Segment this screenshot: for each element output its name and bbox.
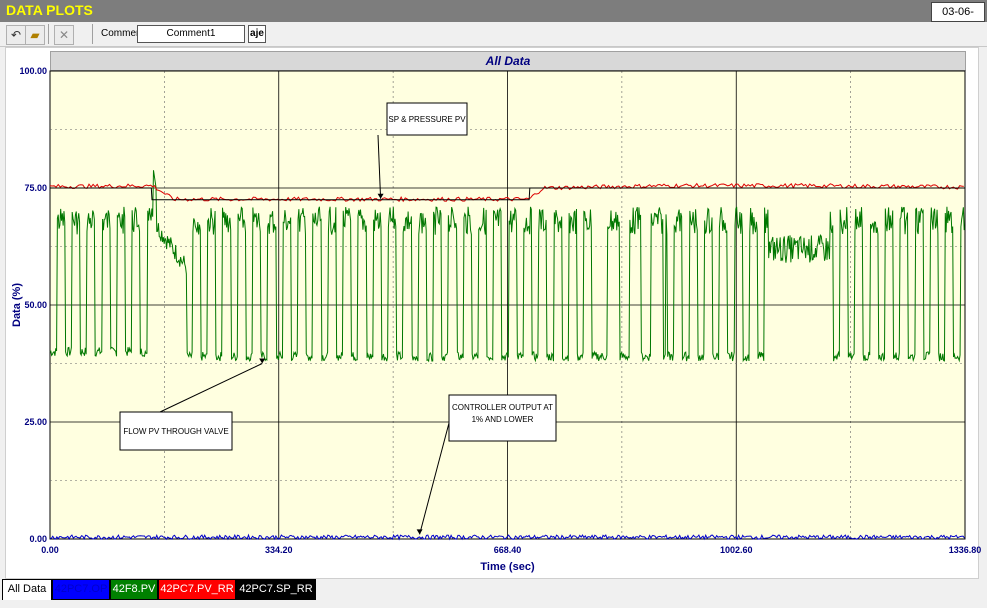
- annotation-text: SP & PRESSURE PV: [388, 115, 466, 124]
- tab-all-data[interactable]: All Data: [2, 579, 52, 600]
- y-tick-label: 100.00: [19, 66, 47, 76]
- title-bar: DATA PLOTS 03-06-2019: [0, 0, 987, 36]
- annotation-box: [448, 394, 557, 442]
- tab-42f8-pv[interactable]: 42F8.PV: [110, 579, 158, 600]
- x-axis-label: Time (sec): [480, 561, 535, 573]
- x-tick-label: 1002.60: [720, 545, 753, 555]
- series-line-pressure-pv: [49, 182, 964, 203]
- y-tick-label: 0.00: [29, 534, 47, 544]
- x-tick-label: 0.00: [41, 545, 59, 555]
- annotation-arrowhead: [416, 529, 423, 535]
- window-title: DATA PLOTS: [6, 2, 93, 18]
- comment-input[interactable]: Comment1: [137, 25, 245, 43]
- annotation-leader: [159, 363, 263, 413]
- toolbar: ↶ ▰ ✕ Comment Comment1 aje: [0, 22, 987, 47]
- annotation-leader: [419, 422, 450, 535]
- annotation-arrowhead: [259, 358, 266, 364]
- series-line-flow-pv: [49, 170, 965, 363]
- folder-open-icon[interactable]: ▰: [25, 25, 45, 45]
- tab-42pc7-sp-rr[interactable]: 42PC7.SP_RR: [236, 579, 316, 600]
- y-tick-label: 25.00: [24, 417, 47, 427]
- series-line-setpoint: [50, 187, 965, 201]
- comment-label: Comment: [101, 28, 145, 39]
- tab-42pc7-pv-rr[interactable]: 42PC7.PV_RR: [158, 579, 236, 600]
- series-tabs: All Data 42PC7.OP 42F8.PV 42PC7.PV_RR 42PC7.…: [0, 579, 987, 608]
- toolbar-separator: [48, 24, 49, 44]
- annotation-text: FLOW PV THROUGH VALVE: [123, 427, 228, 436]
- close-icon[interactable]: ✕: [54, 25, 74, 45]
- y-tick-label: 75.00: [24, 183, 47, 193]
- annotation-leader: [377, 134, 382, 199]
- undo-icon[interactable]: ↶: [6, 25, 26, 45]
- x-tick-label: 334.20: [265, 545, 293, 555]
- y-tick-label: 50.00: [24, 300, 47, 310]
- annotation-box: [386, 102, 468, 136]
- y-axis-label: Data (%): [11, 283, 23, 327]
- tab-42pc7-op[interactable]: 42PC7.OP: [52, 579, 110, 600]
- x-tick-label: 1336.80: [949, 545, 982, 555]
- x-tick-label: 668.40: [494, 545, 522, 555]
- annotation-text: CONTROLLER OUTPUT AT 1% AND LOWER: [452, 403, 553, 424]
- series-line-controller-output: [49, 533, 965, 541]
- annotation-arrowhead: [377, 193, 384, 199]
- aje-button[interactable]: aje: [248, 25, 266, 43]
- toolbar-separator: [92, 24, 93, 44]
- annotation-box: [119, 411, 233, 451]
